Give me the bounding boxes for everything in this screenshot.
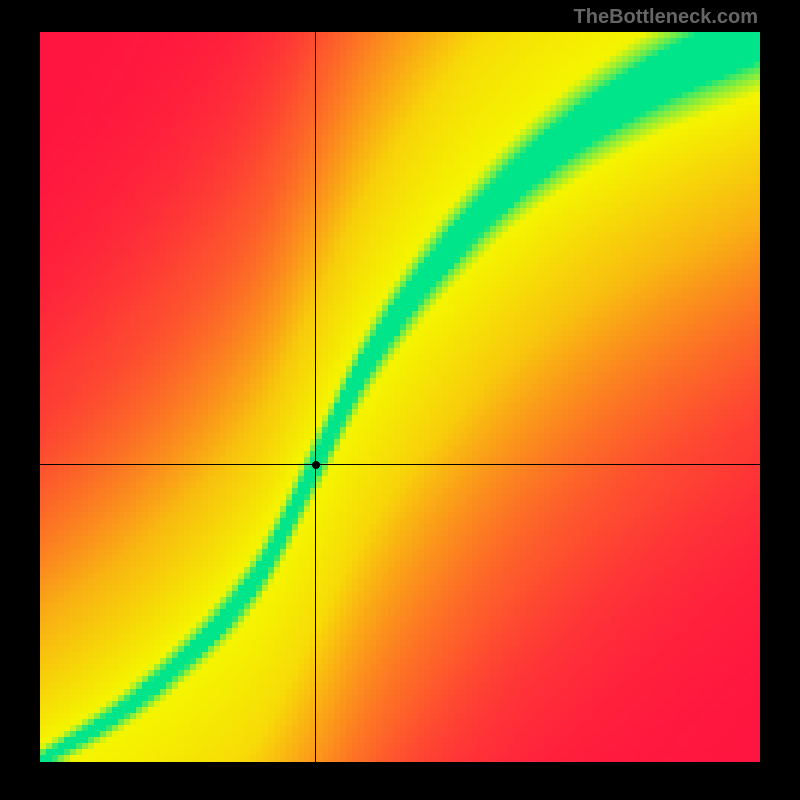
crosshair-vertical [315, 32, 316, 762]
crosshair-horizontal [40, 464, 760, 465]
chart-container: TheBottleneck.com [0, 0, 800, 800]
plot-area [40, 32, 760, 762]
watermark-text: TheBottleneck.com [574, 6, 758, 29]
heatmap-canvas [40, 32, 760, 762]
selected-point [312, 461, 320, 469]
